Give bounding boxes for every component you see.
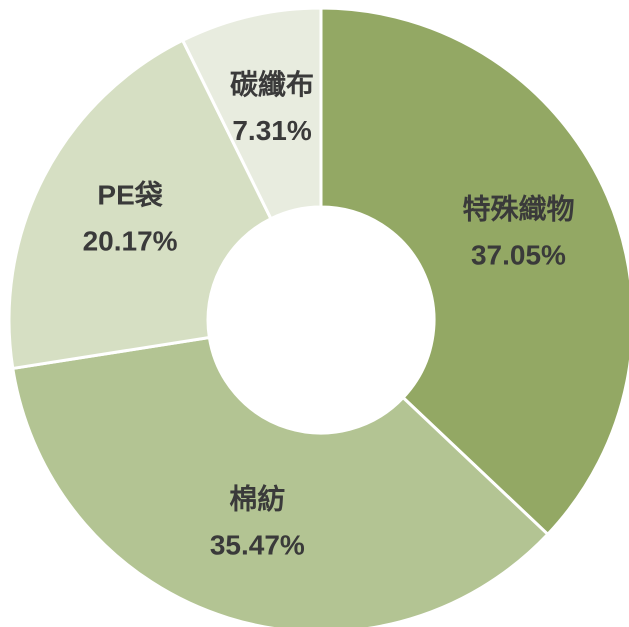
- slice: [11, 335, 550, 627]
- value-label: 7.31%: [232, 115, 311, 146]
- value-label: 20.17%: [83, 226, 178, 257]
- slice: [319, 6, 629, 537]
- value-label: 35.47%: [210, 530, 305, 561]
- slice: [7, 38, 273, 371]
- slice-label: 碳纖布: [230, 69, 314, 100]
- slice-label: PE袋: [97, 180, 163, 211]
- slice: [180, 6, 323, 221]
- slice-label: 特殊織物: [462, 193, 574, 224]
- value-label: 37.05%: [471, 239, 566, 270]
- slice-label: 棉紡: [229, 483, 285, 515]
